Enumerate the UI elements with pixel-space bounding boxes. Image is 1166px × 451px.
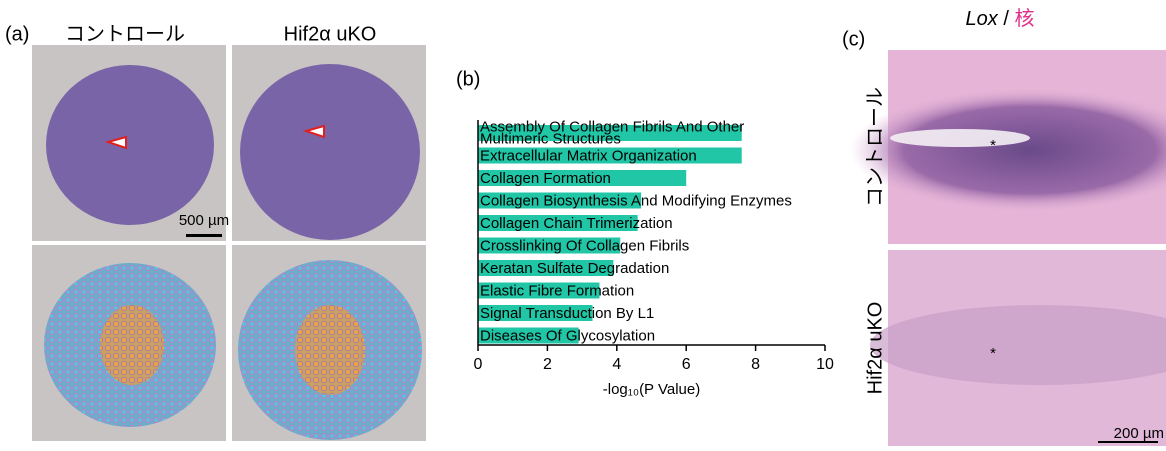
title-separator: / — [998, 8, 1015, 30]
panel-label: (a) — [5, 23, 29, 45]
x-tick-label: 2 — [543, 356, 552, 373]
x-axis-label: -log₁₀(P Value) — [603, 381, 700, 398]
panel-label: (c) — [842, 28, 865, 50]
x-tick-label: 4 — [612, 356, 621, 373]
scale-bar-label: 200 µm — [1114, 425, 1164, 442]
category-label: Collagen Chain Trimerization — [480, 215, 673, 232]
row-label: コントロール — [864, 87, 886, 207]
panel-c-images — [850, 50, 1166, 446]
figure: (a) コントロール Hif2α uKO 500 µm (b) Assembly… — [0, 0, 1166, 446]
row-label: Hif2α uKO — [864, 302, 886, 395]
scale-bar-label: 500 µm — [179, 212, 229, 229]
category-label: Elastic Fibre Formation — [480, 282, 634, 299]
category-label: Diseases Of Glycosylation — [480, 327, 655, 344]
category-label: Keratan Sulfate Degradation — [480, 260, 669, 277]
x-tick-label: 10 — [816, 356, 834, 373]
panel-a-images — [32, 45, 426, 441]
category-label: Collagen Biosynthesis And Modifying Enzy… — [480, 192, 792, 209]
category-label: Signal Transduction By L1 — [480, 305, 654, 322]
column-label: コントロール — [65, 23, 185, 45]
column-label: Hif2α uKO — [284, 23, 377, 45]
category-label: Extracellular Matrix Organization — [480, 147, 697, 164]
x-tick-label: 0 — [474, 356, 483, 373]
page: (a) コントロール Hif2α uKO 500 µm (b) Assembly… — [0, 0, 1166, 446]
asterisk: * — [990, 345, 996, 362]
panel-label: (b) — [456, 68, 480, 90]
title-stain: 核 — [1014, 7, 1034, 30]
category-label: Crosslinking Of Collagen Fibrils — [480, 237, 689, 254]
x-tick-label: 8 — [751, 356, 760, 373]
title-gene: Lox — [966, 8, 999, 30]
category-label: Collagen Formation — [480, 170, 611, 187]
x-tick-label: 6 — [682, 356, 691, 373]
panel-title: Lox / 核 — [966, 7, 1035, 30]
asterisk: * — [990, 137, 996, 154]
